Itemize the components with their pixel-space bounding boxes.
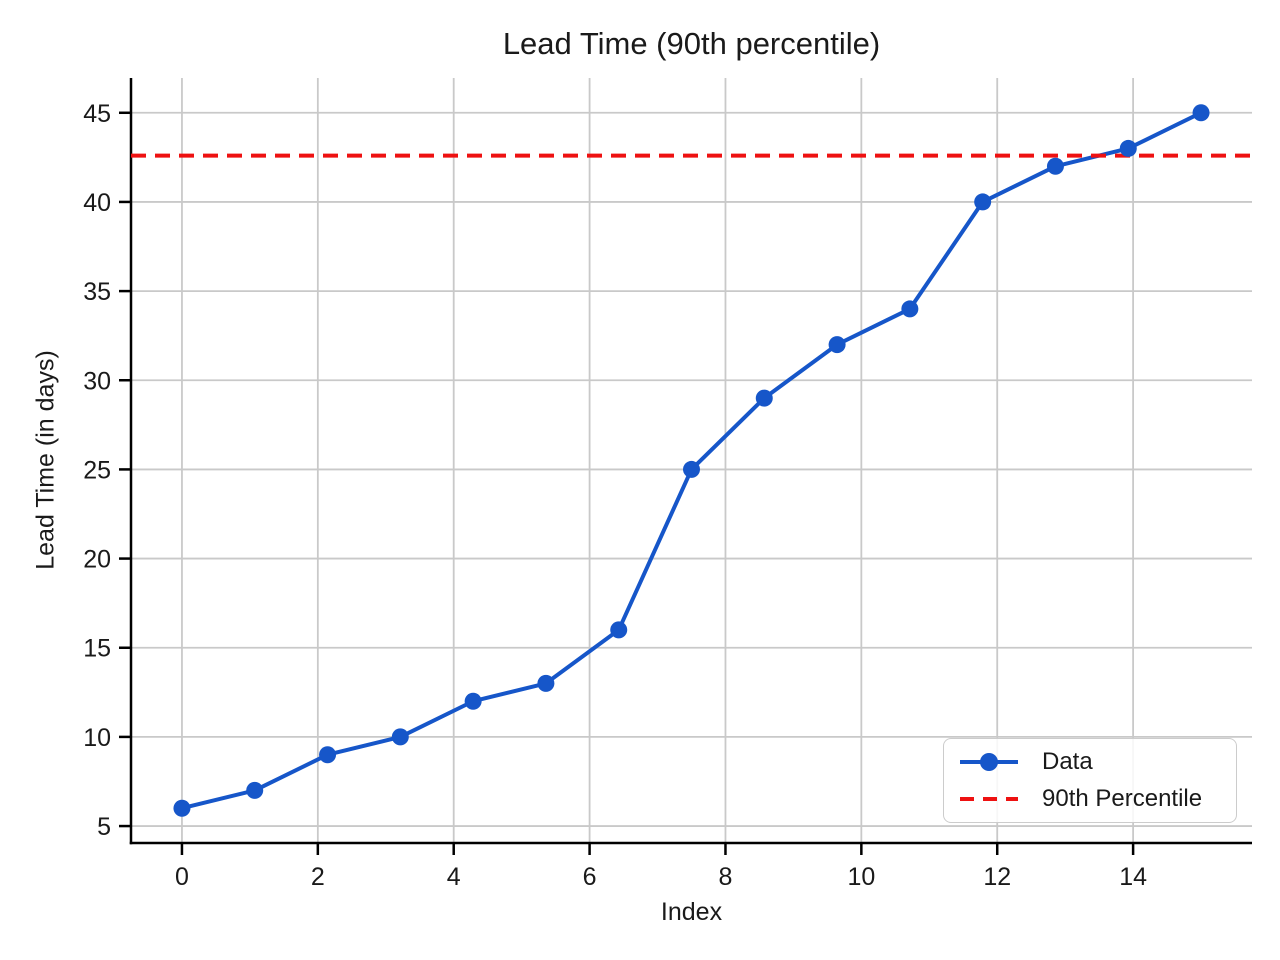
y-tick-label: 40 xyxy=(83,189,111,217)
x-tick-label: 2 xyxy=(311,863,325,891)
data-point xyxy=(319,746,337,764)
legend-item-data: Data xyxy=(950,743,1230,781)
chart-title: Lead Time (90th percentile) xyxy=(502,26,881,61)
y-tick-label: 30 xyxy=(83,367,111,395)
data-point xyxy=(683,460,700,478)
y-axis-title: Lead Time (in days) xyxy=(31,350,60,570)
data-point xyxy=(610,621,628,639)
x-tick-label: 10 xyxy=(847,863,875,891)
data-series-line-icon xyxy=(960,752,1018,771)
x-tick-label: 12 xyxy=(983,863,1011,891)
legend-label-percentile: 90th Percentile xyxy=(1042,785,1203,813)
y-tick-label: 35 xyxy=(83,278,111,306)
data-point xyxy=(537,674,555,692)
x-tick-label: 6 xyxy=(583,863,597,891)
data-line xyxy=(179,110,1204,811)
y-tick-label: 20 xyxy=(83,546,111,574)
data-point xyxy=(1046,157,1064,175)
y-tick-label: 25 xyxy=(83,456,111,484)
x-tick-label: 0 xyxy=(175,863,189,891)
data-point xyxy=(1192,104,1210,122)
data-point xyxy=(755,389,773,407)
y-tick-label: 5 xyxy=(97,813,111,841)
y-tick-label: 15 xyxy=(83,635,111,663)
y-tick-label: 10 xyxy=(83,724,111,752)
legend-box: Data 90th Percentile xyxy=(943,738,1237,823)
data-point xyxy=(391,728,409,746)
data-point xyxy=(246,781,264,799)
data-point xyxy=(974,193,992,211)
x-tick-label: 8 xyxy=(719,863,733,891)
data-point xyxy=(828,336,846,354)
legend-label-data: Data xyxy=(1042,747,1093,775)
x-tick-label: 14 xyxy=(1119,863,1147,891)
y-tick-label: 45 xyxy=(83,100,111,128)
data-point xyxy=(901,300,919,318)
data-point xyxy=(173,799,191,817)
data-point xyxy=(1119,139,1137,157)
x-axis-title: Index xyxy=(660,898,723,926)
data-point xyxy=(464,692,482,710)
percentile-dashed-line-icon xyxy=(960,797,1018,802)
legend-item-percentile: 90th Percentile xyxy=(950,781,1230,819)
x-tick-label: 4 xyxy=(447,863,461,891)
